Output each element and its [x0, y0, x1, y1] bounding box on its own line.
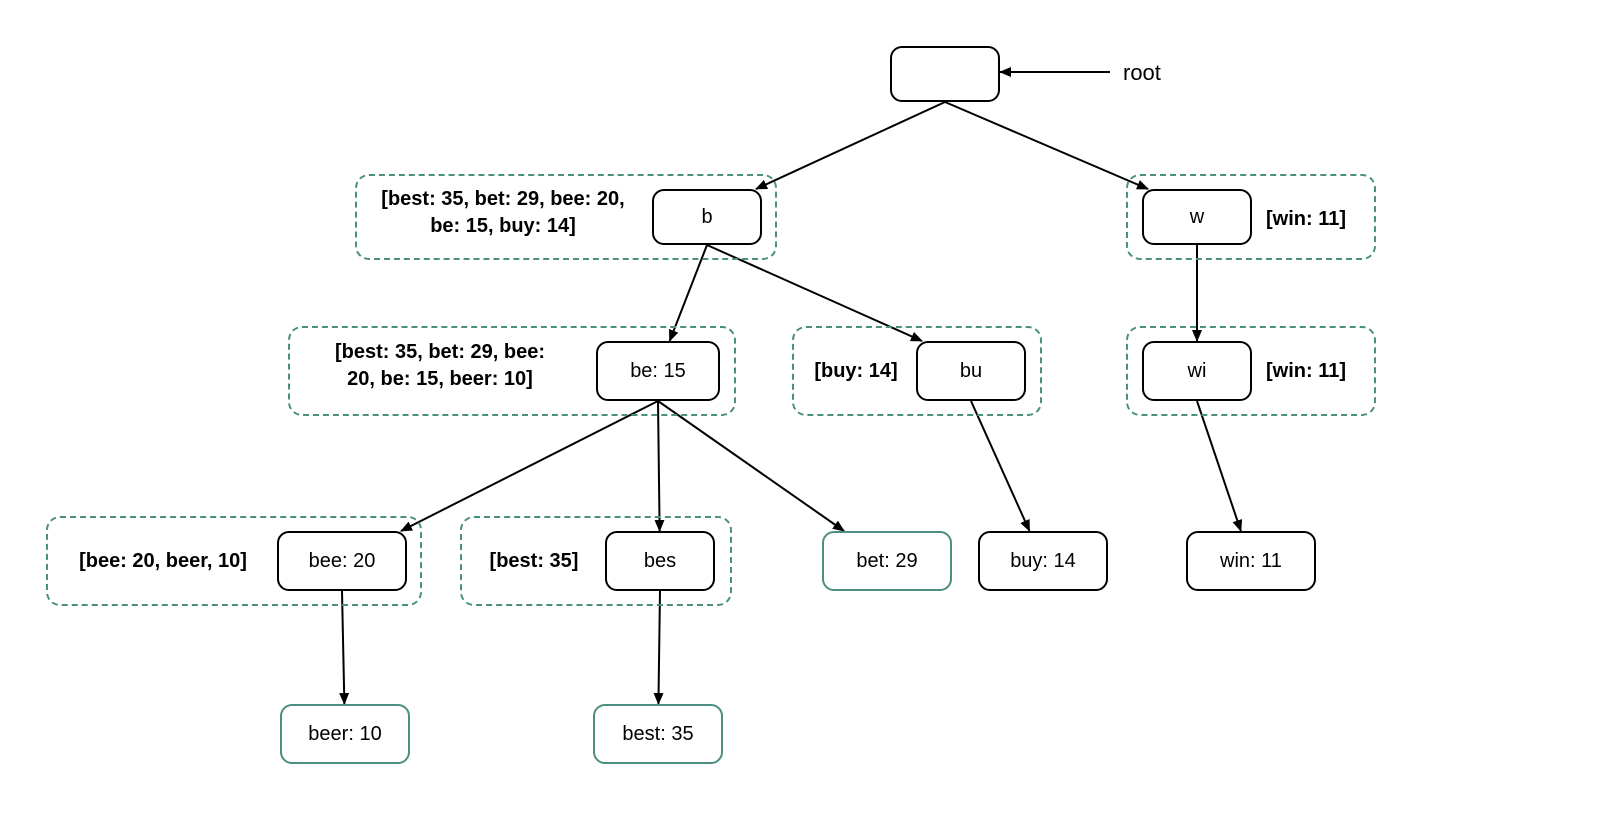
trie-node-bet: bet: 29: [822, 531, 952, 591]
trie-node-label: win: 11: [1220, 549, 1282, 573]
trie-node-be: be: 15: [596, 341, 720, 401]
trie-node-label: beer: 10: [308, 722, 381, 746]
edge: [401, 401, 658, 531]
trie-node-bu: bu: [916, 341, 1026, 401]
trie-node-bes: bes: [605, 531, 715, 591]
trie-node-root: [890, 46, 1000, 102]
annotation-label: [best: 35]: [474, 548, 594, 575]
annotation-label: [best: 35, bet: 29, bee: 20, be: 15, buy…: [368, 186, 638, 240]
edge: [658, 401, 844, 531]
annotation-label: [win: 11]: [1266, 358, 1366, 385]
trie-node-best: best: 35: [593, 704, 723, 764]
edge: [971, 401, 1030, 531]
trie-node-label: best: 35: [622, 722, 693, 746]
trie-node-label: bet: 29: [856, 549, 917, 573]
annotation-label: [buy: 14]: [806, 358, 906, 385]
edge: [658, 591, 660, 704]
trie-node-label: b: [701, 205, 712, 229]
trie-node-label: buy: 14: [1010, 549, 1076, 573]
trie-node-label: bee: 20: [309, 549, 376, 573]
trie-node-wi: wi: [1142, 341, 1252, 401]
edge: [1197, 401, 1241, 531]
trie-node-buy: buy: 14: [978, 531, 1108, 591]
trie-node-beer: beer: 10: [280, 704, 410, 764]
edge: [342, 591, 344, 704]
trie-node-label: bes: [644, 549, 676, 573]
trie-node-label: wi: [1188, 359, 1207, 383]
trie-node-w: w: [1142, 189, 1252, 245]
annotation-label: [bee: 20, beer, 10]: [58, 548, 268, 575]
trie-node-win: win: 11: [1186, 531, 1316, 591]
root-label: root: [1123, 60, 1161, 86]
trie-node-label: bu: [960, 359, 982, 383]
edge: [945, 102, 1148, 189]
trie-node-label: be: 15: [630, 359, 686, 383]
annotation-label: [best: 35, bet: 29, bee: 20, be: 15, bee…: [300, 339, 580, 393]
trie-diagram: [best: 35, bet: 29, bee: 20, be: 15, buy…: [0, 0, 1622, 826]
annotation-label: [win: 11]: [1266, 206, 1366, 233]
trie-node-bee: bee: 20: [277, 531, 407, 591]
edge: [756, 102, 945, 189]
trie-node-label: w: [1190, 205, 1204, 229]
edge: [658, 401, 660, 531]
trie-node-b: b: [652, 189, 762, 245]
